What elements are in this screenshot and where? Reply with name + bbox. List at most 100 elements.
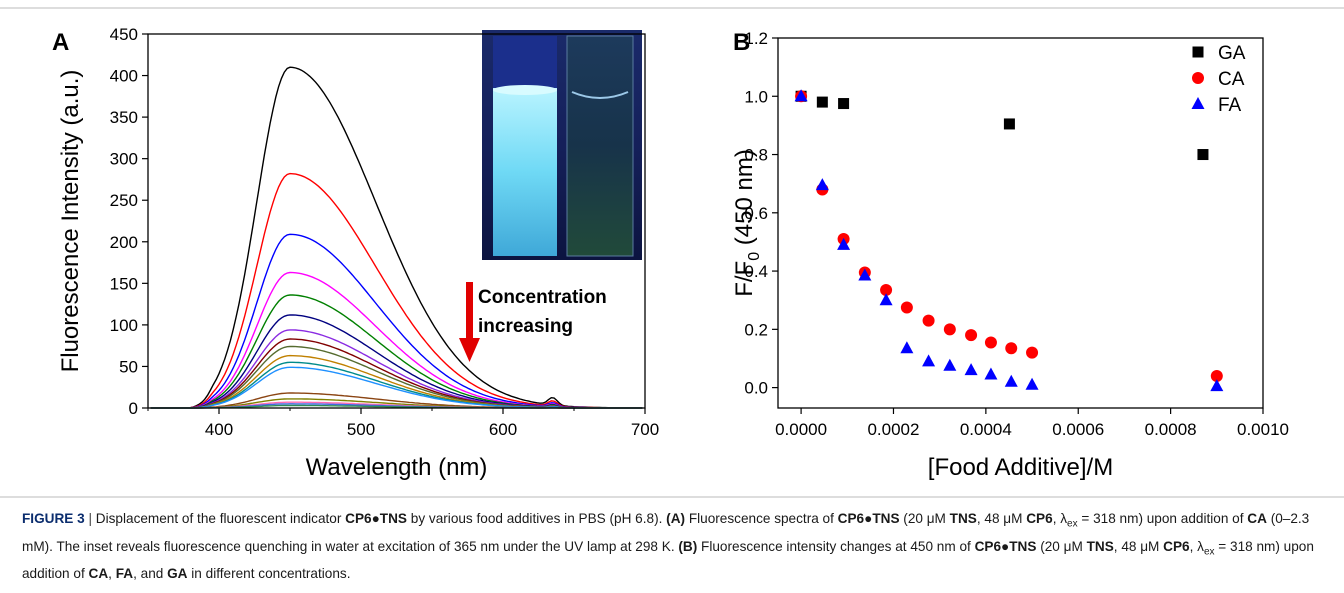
cuvette-quenched [566,35,634,257]
point-ca [880,284,893,297]
cuvette-inset-photo [482,30,642,260]
point-ga [1197,149,1209,161]
y-axis-title: Fluorescence Intensity (a.u.) [57,70,84,373]
caption-fragment: CA [88,566,109,582]
x-tick-label: 700 [631,420,659,439]
legend-marker-ga [1192,46,1204,58]
spectrum-line-5 [150,294,643,409]
point-fa [837,237,851,250]
caption-fragment: = 318 nm) upon addition of [1077,511,1248,526]
caption-fragment: ex [1067,518,1078,530]
x-tick-label: 0.0008 [1145,420,1197,439]
point-ca [965,329,978,342]
x-tick-label: 0.0002 [867,420,919,439]
point-ga [816,96,828,108]
x-axis-title: Wavelength (nm) [306,454,488,481]
caption-fragment: (20 μM [899,511,950,526]
cuvette-right-meniscus [571,91,629,99]
point-ca [943,323,956,336]
y-tick-label: 150 [110,274,138,293]
caption-fragment: TNS [1086,538,1114,554]
point-ca [1005,342,1018,355]
x-axis-title: [Food Additive]/M [928,454,1113,481]
point-fa [1004,374,1018,387]
caption-body: Displacement of the fluorescent indicato… [22,511,1314,581]
y-tick-label: 1.2 [744,29,768,48]
caption-fragment: CA [1247,511,1267,526]
caption-fragment: = 318 nm) upon addition of [22,538,1314,582]
caption-separator: | [84,511,96,526]
legend-marker-fa [1191,97,1205,109]
point-ca [922,314,935,327]
y-tick-label: 0.4 [744,262,768,281]
spectrum-line-1 [150,66,643,409]
point-fa [900,341,914,354]
scatter-plot-frame [777,37,1264,409]
y-tick-label: 50 [119,357,138,376]
arrow-head [459,338,480,362]
point-fa [1210,379,1224,392]
x-tick-label: 0.0004 [960,420,1012,439]
caption-fragment: (0–2.3 mM). The inset reveals fluorescen… [22,511,1310,554]
concentration-arrow [459,282,480,362]
caption-fragment: , λ [1052,511,1068,526]
caption-fragment: , λ [1189,538,1204,554]
point-fa [984,367,998,380]
caption-fragment: CP6 [1163,538,1190,554]
caption-fragment: Fluorescence intensity changes at 450 nm… [697,538,975,554]
caption-fragment: , 48 μM [1113,538,1164,554]
point-fa [879,293,893,306]
caption-label: FIGURE 3 [22,511,85,526]
caption-fragment: (B) [678,538,698,554]
annotation-line-2: increasing [478,316,573,337]
legend-label-fa: FA [1218,95,1242,116]
spectra-plot-frame [147,33,646,409]
annotation-line-1: Concentration [478,287,607,308]
x-tick-label: 600 [489,420,517,439]
y-tick-label: 250 [110,191,138,210]
spectrum-line-7 [150,329,643,409]
x-tick-label: 400 [205,420,233,439]
point-ga [838,98,850,110]
caption-fragment: in different concentrations. [187,566,351,582]
caption-fragment: , 48 μM [976,511,1027,526]
caption-fragment: FA [115,566,134,582]
x-tick-label: 500 [347,420,375,439]
caption-fragment: CP6 [1026,511,1053,526]
caption-fragment: ex [1203,546,1215,558]
panel-b-letter: B [733,29,750,56]
y-tick-label: 0.6 [744,204,768,223]
arrow-shaft [466,282,473,340]
legend-label-ga: GA [1218,43,1246,64]
y-tick-label: 100 [110,316,138,335]
scatter-points [794,89,1224,392]
figure-caption: FIGURE 3 | Displacement of the fluoresce… [22,508,1332,585]
caption-fragment: GA [167,566,188,582]
point-fa [1025,377,1039,390]
spectra-chart: Concentration increasing 0 50 100 150 200 250… [57,25,659,481]
point-ga [1003,118,1015,130]
point-fa [922,354,936,367]
spectrum-line-10 [150,354,643,409]
legend-marker-ca [1192,72,1204,84]
y-tick-label: 0.8 [744,146,768,165]
y-axis-title: F/F0 (450 nm) [731,149,763,297]
quenching-scatter-chart: 0.0 0.2 0.4 0.6 0.8 1.0 1.2 0.0000 0.0002 0.0004 0… [731,29,1289,481]
y-tick-label: 450 [110,25,138,44]
panel-a-letter: A [52,29,69,56]
scatter-legend: GA CA FA [1191,43,1246,116]
y-tick-label: 0 [129,399,138,418]
caption-fragment: CP6●TNS [974,538,1037,554]
caption-fragment: , and [133,566,168,582]
point-fa [815,178,829,191]
caption-fragment: CP6●TNS [345,511,407,526]
caption-fragment: (20 μM [1036,538,1087,554]
point-fa [943,358,957,371]
x-tick-label: 0.0010 [1237,420,1289,439]
point-fa [858,268,872,281]
caption-fragment: TNS [949,511,977,526]
scatter-axes: 0.0 0.2 0.4 0.6 0.8 1.0 1.2 0.0000 0.0002 0.0004 0… [731,29,1289,481]
y-tick-label: 0.0 [744,379,768,398]
x-tick-label: 0.0006 [1052,420,1104,439]
caption-fragment: Fluorescence spectra of [685,511,838,526]
